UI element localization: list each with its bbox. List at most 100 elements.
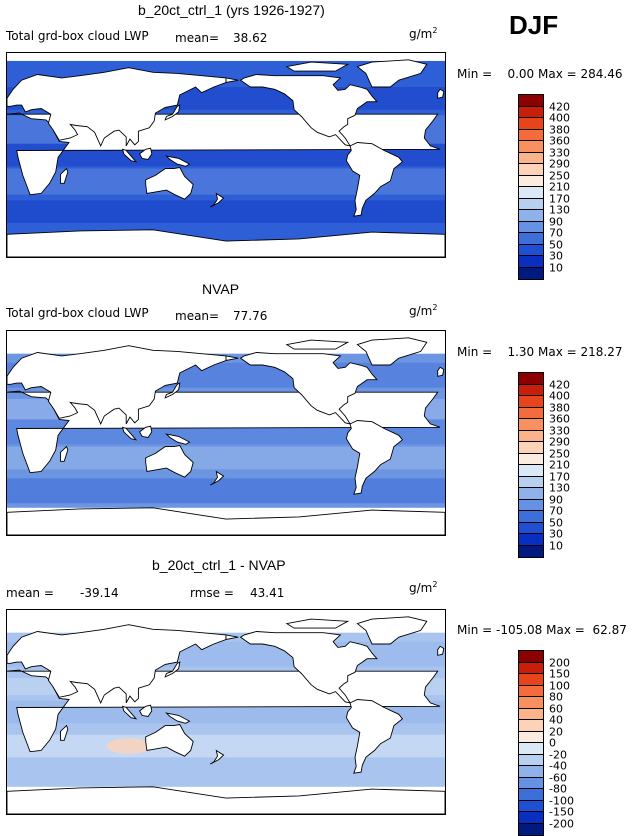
panel1-mean-value: 38.62 — [233, 31, 268, 45]
panel2-mean-label: mean= — [175, 309, 220, 323]
panel1-min-value: 0.00 — [507, 67, 535, 81]
land-outline — [239, 352, 378, 425]
panel1-map — [6, 52, 446, 258]
land-outline — [164, 661, 181, 678]
colorbar-tick-label: 50 — [549, 238, 563, 251]
panel2-map — [6, 330, 446, 536]
colorbar-tick-label: 70 — [549, 226, 563, 240]
colorbar-tick-label: 30 — [549, 527, 563, 541]
colorbar-swatch — [519, 743, 543, 755]
colorbar-swatch — [519, 442, 543, 454]
colorbar-swatch — [519, 187, 543, 199]
colorbar-tick-label: -40 — [549, 759, 567, 773]
colorbar-swatch — [519, 720, 543, 732]
panel2-variable: Total grd-box cloud LWP — [6, 306, 149, 320]
land-outline — [139, 425, 153, 438]
colorbar-swatch — [519, 766, 543, 778]
panel3-rmse-label: rmse = — [190, 586, 234, 600]
colorbar-tick-label: 330 — [549, 146, 570, 159]
land-outline — [7, 67, 227, 147]
colorbar-tick-label: 90 — [549, 493, 563, 506]
colorbar-tick-label: -80 — [549, 782, 567, 796]
colorbar-tick-label: 330 — [549, 424, 570, 437]
colorbar-swatch — [519, 430, 543, 442]
panel3-mean-label: mean = — [6, 586, 54, 600]
colorbar-swatch — [519, 662, 543, 674]
land-outline — [285, 339, 350, 350]
colorbar-swatch — [519, 453, 543, 465]
land-outline — [345, 420, 404, 495]
colorbar-swatch — [519, 164, 543, 176]
panel3-max-label: Max = — [546, 623, 585, 637]
colorbar-tick-label: 0 — [549, 736, 556, 750]
colorbar-tick-label: 100 — [549, 679, 570, 692]
land-outline — [164, 382, 181, 399]
land-outline — [7, 786, 445, 814]
colorbar-tick-label: 60 — [549, 702, 563, 715]
colorbar-swatch — [519, 106, 543, 118]
colorbar-swatch — [519, 233, 543, 245]
colorbar-tick-label: 290 — [549, 435, 570, 449]
colorbar-swatch — [519, 511, 543, 523]
land-outline — [285, 618, 350, 629]
colorbar-swatch — [519, 522, 543, 534]
colorbar-swatch — [519, 534, 543, 546]
panel1-variable: Total grd-box cloud LWP — [6, 29, 149, 43]
field-band — [7, 446, 445, 470]
colorbar-tick-label: 30 — [549, 249, 563, 263]
colorbar-swatch — [519, 465, 543, 477]
land-outline — [139, 147, 153, 160]
colorbar-swatch — [519, 800, 543, 812]
colorbar-tick-label: 80 — [549, 690, 563, 704]
land-outline — [121, 705, 138, 720]
panel1-units: g/m2 — [409, 26, 438, 41]
colorbar-tick-label: 400 — [549, 111, 570, 125]
colorbar-swatch — [519, 488, 543, 500]
colorbar-swatch — [519, 777, 543, 789]
colorbar-swatch — [519, 95, 543, 107]
colorbar-swatch — [519, 396, 543, 408]
colorbar-tick-label: 130 — [549, 203, 570, 217]
colorbar-swatch — [519, 256, 543, 268]
colorbar-swatch — [519, 674, 543, 686]
colorbar-tick-label: 200 — [549, 656, 570, 669]
land-outline — [7, 229, 445, 257]
colorbar-tick-label: 150 — [549, 667, 570, 681]
colorbar-swatch — [519, 384, 543, 396]
land-outline — [225, 355, 239, 362]
colorbar-tick-label: 40 — [549, 713, 563, 727]
land-outline — [437, 645, 445, 656]
colorbar-tick-label: 250 — [549, 447, 570, 460]
colorbar-tick-label: -100 — [549, 794, 574, 807]
colorbar-swatch — [519, 407, 543, 419]
colorbar-swatch — [519, 812, 543, 824]
field-band — [7, 200, 445, 223]
panel1-mean-label: mean= — [175, 31, 220, 45]
panel1-colorbar — [518, 94, 544, 280]
colorbar-swatch — [519, 152, 543, 164]
land-outline — [7, 345, 227, 425]
colorbar-swatch — [519, 823, 543, 835]
colorbar-tick-label: -200 — [549, 817, 574, 830]
colorbar-tick-label: 20 — [549, 725, 563, 738]
land-outline — [239, 631, 378, 704]
colorbar-tick-label: 170 — [549, 192, 570, 205]
panel2-min-label: Min = — [457, 345, 493, 359]
panel2-colorbar — [518, 372, 544, 558]
colorbar-swatch — [519, 476, 543, 488]
land-outline — [121, 426, 138, 441]
colorbar-tick-label: 210 — [549, 180, 570, 194]
field-band — [7, 478, 445, 504]
colorbar-tick-label: -150 — [549, 805, 574, 819]
panel3-units: g/m2 — [409, 580, 438, 595]
land-outline — [60, 167, 69, 184]
colorbar-swatch — [519, 697, 543, 709]
land-outline — [60, 445, 69, 462]
colorbar-tick-label: 170 — [549, 470, 570, 483]
land-outline — [121, 148, 138, 163]
panel2-max-value: 218.27 — [580, 345, 623, 359]
colorbar-swatch — [519, 267, 543, 279]
colorbar-tick-label: 380 — [549, 401, 570, 414]
panel3-map — [6, 609, 446, 815]
panel3-colorbar — [518, 650, 544, 836]
